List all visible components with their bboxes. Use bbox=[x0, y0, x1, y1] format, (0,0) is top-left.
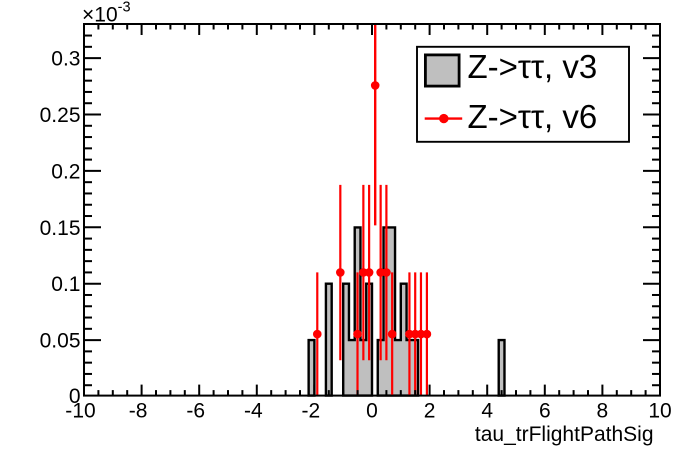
svg-text:0.15: 0.15 bbox=[40, 217, 81, 240]
svg-text:0.2: 0.2 bbox=[51, 160, 80, 183]
svg-text:0: 0 bbox=[69, 385, 81, 408]
svg-text:Z->ττ, v3: Z->ττ, v3 bbox=[468, 48, 598, 85]
svg-text:tau_trFlightPathSig: tau_trFlightPathSig bbox=[475, 423, 654, 446]
svg-text:0.25: 0.25 bbox=[40, 104, 81, 127]
svg-text:2: 2 bbox=[309, 400, 321, 423]
svg-text:0: 0 bbox=[366, 400, 378, 423]
svg-text:8: 8 bbox=[136, 400, 148, 423]
svg-text:-: - bbox=[244, 400, 251, 423]
svg-text:6: 6 bbox=[193, 400, 205, 423]
svg-text:0.05: 0.05 bbox=[40, 330, 81, 353]
svg-text:2: 2 bbox=[424, 400, 436, 423]
svg-text:-: - bbox=[129, 400, 136, 423]
svg-text:0.3: 0.3 bbox=[51, 48, 80, 71]
svg-text:4: 4 bbox=[481, 400, 493, 423]
svg-text:Z->ττ, v6: Z->ττ, v6 bbox=[468, 98, 598, 135]
svg-text:4: 4 bbox=[251, 400, 263, 423]
svg-text:8: 8 bbox=[597, 400, 609, 423]
svg-text:6: 6 bbox=[539, 400, 551, 423]
svg-text:0.1: 0.1 bbox=[51, 273, 80, 296]
svg-text:-: - bbox=[186, 400, 193, 423]
svg-text:-: - bbox=[302, 400, 309, 423]
svg-text:10: 10 bbox=[648, 400, 671, 423]
svg-text:10: 10 bbox=[72, 400, 95, 423]
svg-text:-: - bbox=[65, 400, 72, 423]
